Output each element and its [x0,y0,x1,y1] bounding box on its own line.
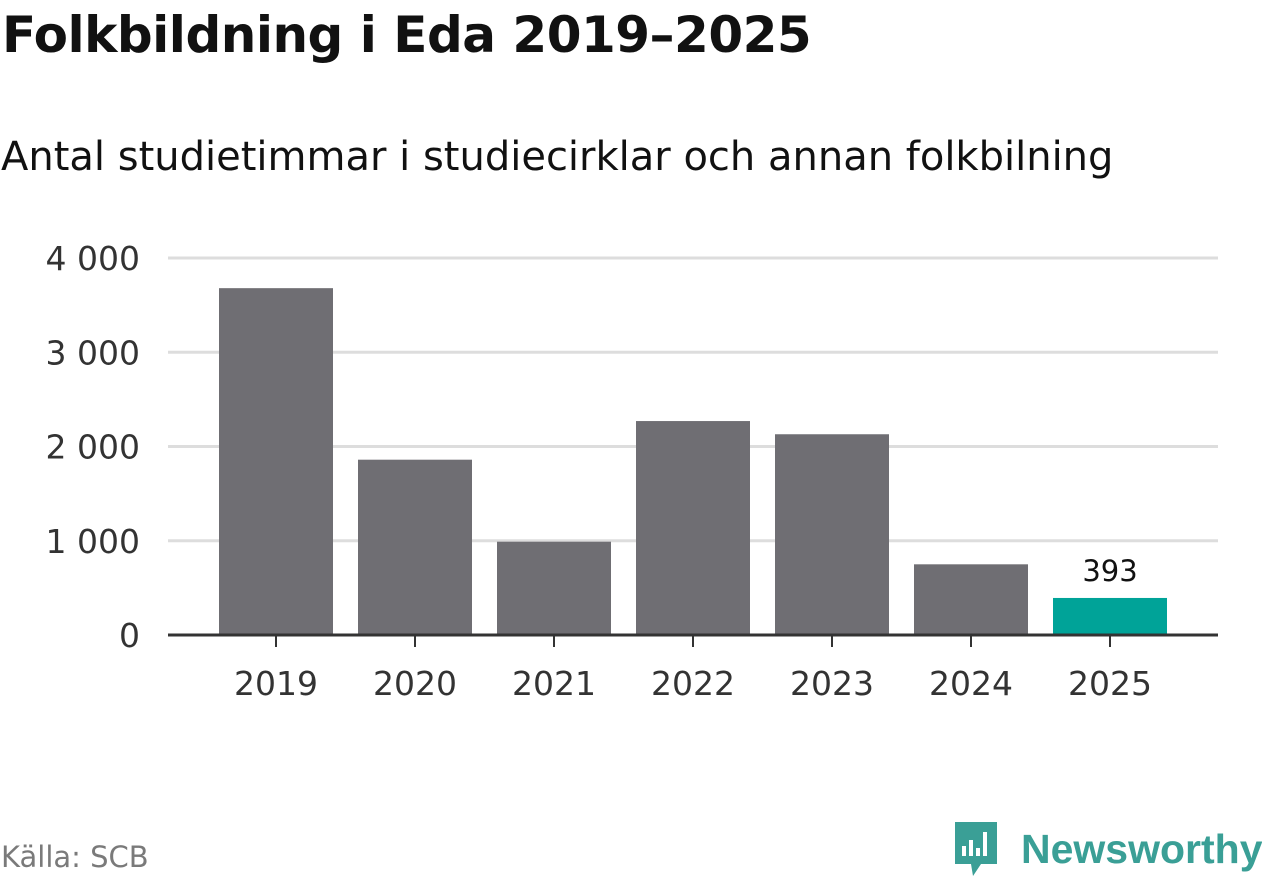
bar-2020 [358,459,472,635]
x-tick-label: 2020 [373,664,457,703]
data-labels: 393 [1082,554,1137,588]
bar-2019 [219,288,333,635]
bar-2021 [497,541,611,635]
chart-subtitle: Antal studietimmar i studiecirklar och a… [1,134,1114,180]
x-tick-label: 2025 [1068,664,1152,703]
y-tick-label: 2 000 [46,428,140,467]
y-tick-label: 3 000 [46,333,140,372]
bar-2023 [775,434,889,635]
newsworthy-chart-icon [955,822,997,876]
y-tick-label: 1 000 [46,522,140,561]
data-label-2025: 393 [1082,554,1137,588]
y-tick-label: 0 [119,616,140,655]
bar-2025 [1053,597,1167,635]
x-tick-label: 2019 [234,664,318,703]
bar-2024 [914,564,1028,635]
x-tick-label: 2021 [512,664,596,703]
x-tick-label: 2023 [790,664,874,703]
y-axis-ticks: 0 1 000 2 000 3 000 4 000 [46,239,140,655]
brand-name: Newsworthy [1021,825,1262,872]
x-tick-label: 2022 [651,664,735,703]
x-axis-ticks: 2019 2020 2021 2022 2023 2024 2025 [234,635,1152,703]
source-note: Källa: SCB [1,840,149,874]
chart-title: Folkbildning i Eda 2019–2025 [2,6,812,64]
x-tick-label: 2024 [929,664,1013,703]
bar-2022 [636,421,750,635]
bars [219,288,1167,635]
y-tick-label: 4 000 [46,239,140,278]
brand-logo: Newsworthy [951,818,1262,880]
